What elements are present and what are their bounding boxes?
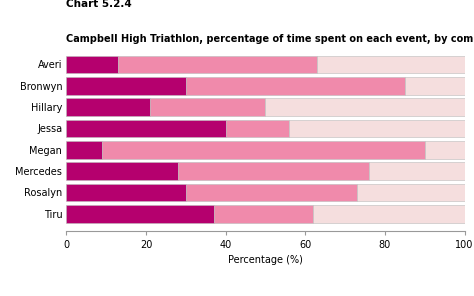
Bar: [317, 56, 465, 73]
Bar: [357, 184, 465, 201]
Bar: [425, 141, 465, 159]
Bar: [150, 98, 265, 116]
Bar: [118, 56, 317, 73]
Bar: [186, 184, 357, 201]
Bar: [405, 77, 465, 94]
Text: Campbell High Triathlon, percentage of time spent on each event, by competitor: Campbell High Triathlon, percentage of t…: [66, 34, 474, 44]
Bar: [66, 141, 102, 159]
Bar: [369, 163, 465, 180]
Bar: [102, 141, 425, 159]
Bar: [66, 184, 186, 201]
Text: Chart 5.2.4: Chart 5.2.4: [66, 0, 132, 9]
X-axis label: Percentage (%): Percentage (%): [228, 255, 303, 266]
Bar: [66, 205, 214, 223]
Bar: [313, 205, 465, 223]
Bar: [214, 205, 313, 223]
Bar: [66, 98, 150, 116]
Bar: [66, 77, 186, 94]
Bar: [66, 56, 118, 73]
Bar: [265, 98, 465, 116]
Bar: [186, 77, 405, 94]
Bar: [66, 163, 178, 180]
Bar: [178, 163, 369, 180]
Bar: [226, 120, 289, 137]
Bar: [289, 120, 465, 137]
Bar: [66, 120, 226, 137]
Legend: Swimming, Biking, Running: Swimming, Biking, Running: [173, 295, 358, 296]
